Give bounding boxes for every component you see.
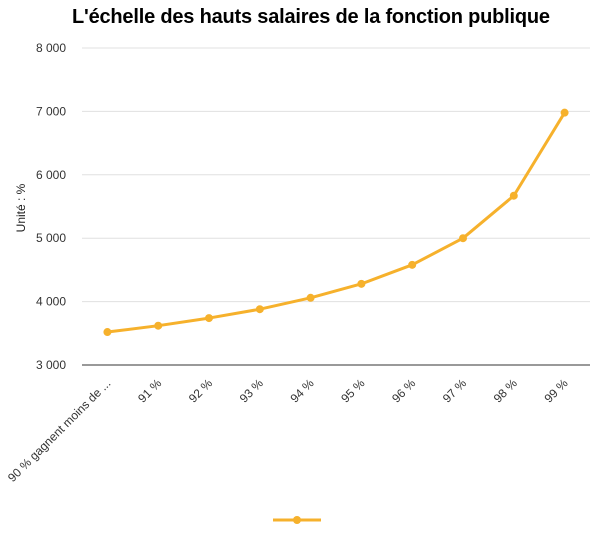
data-point — [459, 234, 467, 243]
data-point — [306, 293, 315, 302]
x-tick-labels: 90 % gagnent moins de ... 91 % 92 % 93 % 94 … — [5, 376, 571, 485]
data-point — [255, 305, 264, 314]
chart-title: L'échelle des hauts salaires de la fonct… — [72, 6, 550, 28]
grid-lines — [82, 47, 590, 366]
legend — [273, 516, 321, 524]
data-point — [103, 328, 112, 337]
y-tick-label: 6 000 — [36, 168, 66, 182]
data-point — [357, 279, 366, 288]
data-point — [408, 260, 417, 269]
x-tick-label: 99 % — [541, 376, 570, 405]
x-tick-label: 96 % — [389, 376, 418, 405]
x-tick-label: 95 % — [338, 376, 367, 405]
y-tick-label: 7 000 — [36, 104, 66, 118]
legend-marker — [293, 516, 301, 524]
x-tick-label: 98 % — [491, 376, 520, 405]
series-line-path — [107, 111, 566, 334]
series-line — [103, 108, 569, 337]
data-point — [560, 108, 569, 117]
y-tick-labels: 3 000 4 000 5 000 6 000 7 000 8 000 — [36, 41, 66, 372]
x-tick-label: 93 % — [237, 376, 266, 405]
y-axis-label: Unité : % — [14, 183, 28, 232]
data-point — [205, 314, 213, 323]
x-tick-label: 92 % — [186, 376, 215, 405]
data-point — [154, 321, 163, 330]
x-tick-label: 91 % — [135, 376, 164, 405]
x-tick-label: 94 % — [287, 376, 316, 405]
y-tick-label: 5 000 — [36, 231, 66, 245]
x-tick-label: 97 % — [440, 376, 469, 405]
y-tick-label: 8 000 — [36, 41, 66, 55]
y-tick-label: 4 000 — [36, 295, 66, 309]
x-tick-label: 90 % gagnent moins de ... — [5, 376, 113, 484]
y-tick-label: 3 000 — [36, 358, 66, 372]
data-point — [509, 191, 518, 200]
